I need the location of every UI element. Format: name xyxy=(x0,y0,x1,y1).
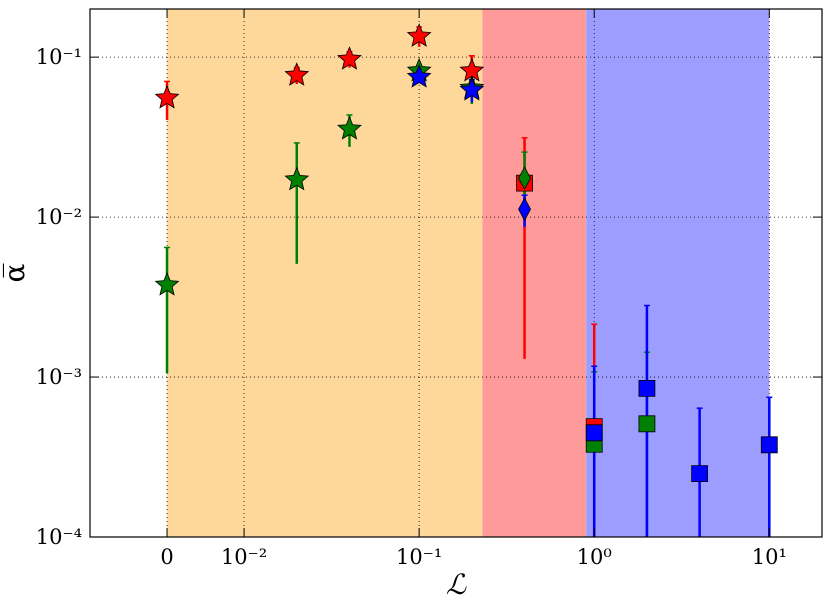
marker xyxy=(406,64,432,88)
marker xyxy=(638,415,656,433)
shaded-region xyxy=(167,9,483,537)
plot-frame xyxy=(89,8,823,538)
marker xyxy=(760,436,778,454)
y-axis-label: α̅ xyxy=(0,263,31,282)
marker xyxy=(154,272,180,296)
marker xyxy=(518,166,532,191)
marker xyxy=(518,197,532,222)
shaded-region xyxy=(586,9,770,537)
data-marks xyxy=(154,23,778,537)
marker xyxy=(691,465,709,483)
y-tick-label: 10⁻¹ xyxy=(36,45,82,69)
marker xyxy=(337,116,362,140)
marker xyxy=(337,46,362,70)
marker xyxy=(154,85,180,109)
marker xyxy=(585,424,603,442)
x-tick-label: 10⁻¹ xyxy=(396,545,442,569)
marker xyxy=(284,166,310,191)
plot-background xyxy=(167,9,770,537)
marker xyxy=(406,23,432,47)
y-tick-label: 10⁻² xyxy=(36,205,82,229)
marker xyxy=(459,77,485,101)
y-tick-label: 10⁻⁴ xyxy=(36,525,82,549)
marker xyxy=(284,62,310,86)
y-tick-label: 10⁻³ xyxy=(36,365,82,389)
x-tick-label: 10¹ xyxy=(752,545,787,569)
marker xyxy=(638,379,656,397)
x-axis-label: ℒ xyxy=(446,568,467,601)
axes: 10⁻⁴ 10⁻³ 10⁻² 10⁻¹ 0 10⁻² 10⁻¹ 10⁰ 10¹ xyxy=(36,9,822,569)
x-tick-label: 10⁻² xyxy=(221,545,267,569)
shaded-region xyxy=(482,9,587,537)
x-tick-label: 0 xyxy=(160,545,173,569)
x-tick-label: 10⁰ xyxy=(577,545,612,569)
